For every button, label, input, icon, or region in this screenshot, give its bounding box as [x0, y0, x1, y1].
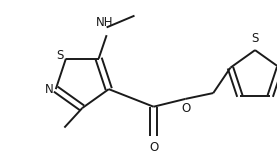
Text: N: N	[44, 83, 53, 96]
Text: O: O	[182, 102, 191, 115]
Text: S: S	[56, 49, 64, 62]
Text: NH: NH	[96, 16, 113, 29]
Text: O: O	[149, 141, 158, 154]
Text: S: S	[251, 32, 259, 45]
